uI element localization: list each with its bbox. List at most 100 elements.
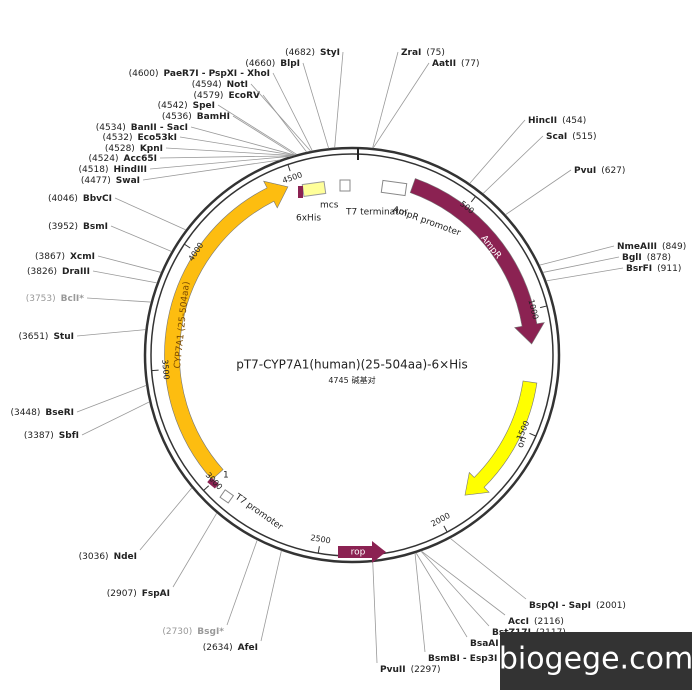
enzyme-leader xyxy=(110,225,172,252)
length-tick-label: 3500 xyxy=(160,359,171,380)
enzyme-leader xyxy=(76,329,146,337)
enzyme-label: (4046) BbvCI xyxy=(48,194,112,204)
enzyme-position: (2634) xyxy=(203,643,233,653)
backbone-outer xyxy=(143,146,561,564)
enzyme-label: BsrFI (911) xyxy=(626,264,681,274)
enzyme-position: (3753) xyxy=(26,294,56,304)
enzyme-position: (4518) xyxy=(79,165,109,175)
enzyme-name: PaeR7I - PspXI - XhoI xyxy=(164,69,270,79)
length-tick-label: 2000 xyxy=(429,511,451,529)
enzyme-leader xyxy=(179,136,295,156)
enzyme-name: Eco53kI xyxy=(137,133,177,143)
enzyme-leader xyxy=(372,561,378,664)
enzyme-position: (3448) xyxy=(10,408,40,418)
enzyme-position: (75) xyxy=(426,48,444,58)
enzyme-label: BspQI - SapI (2001) xyxy=(529,601,626,611)
enzyme-leader xyxy=(232,115,296,156)
enzyme-position: (4477) xyxy=(81,176,111,186)
ampr-arrow xyxy=(409,178,545,345)
enzyme-leader xyxy=(421,550,506,616)
enzyme-position: (3036) xyxy=(79,552,109,562)
enzyme-name: DraIII xyxy=(62,267,90,277)
plasmid-title: pT7-CYP7A1(human)(25-504aa)-6×His xyxy=(236,358,468,372)
enzyme-leader xyxy=(86,297,151,303)
ori-arrow xyxy=(464,380,538,496)
enzyme-name: ZraI xyxy=(401,48,421,58)
enzyme-leader xyxy=(81,401,150,436)
start-mark xyxy=(207,477,219,489)
enzyme-leader xyxy=(272,72,313,152)
enzyme-name: SpeI xyxy=(193,101,215,111)
t7-terminator-label: T7 terminator xyxy=(345,208,408,218)
enzyme-name: NmeAIII xyxy=(617,242,657,252)
enzyme-name: BspQI - SapI xyxy=(529,601,591,611)
length-tick-label: 4500 xyxy=(281,170,303,185)
enzyme-name: StyI xyxy=(320,48,340,58)
his-tag xyxy=(298,186,303,198)
enzyme-leader xyxy=(334,51,344,148)
enzyme-name: NdeI xyxy=(114,552,137,562)
enzyme-name: PvuII xyxy=(380,665,406,675)
enzyme-leader xyxy=(76,385,147,413)
enzyme-name: EcoRV xyxy=(228,91,260,101)
enzyme-leader xyxy=(302,62,330,149)
enzyme-label: (4600) PaeR7I - PspXI - XhoI xyxy=(129,69,270,79)
enzyme-label: (3826) DraIII xyxy=(27,267,90,277)
enzyme-name: BclI* xyxy=(61,294,85,304)
enzyme-label: (4477) SwaI xyxy=(81,176,140,186)
enzyme-leader xyxy=(482,135,544,194)
enzyme-leader xyxy=(372,51,399,149)
enzyme-leader xyxy=(539,245,615,266)
enzyme-position: (2297) xyxy=(411,665,441,675)
enzyme-leader xyxy=(139,487,193,551)
size-value: 4745 xyxy=(328,376,348,385)
enzyme-leader xyxy=(149,155,291,170)
rop-arrow xyxy=(338,541,386,563)
enzyme-label: BglI (878) xyxy=(622,253,671,263)
enzyme-label: (3036) NdeI xyxy=(79,552,137,562)
enzyme-name: NotI xyxy=(227,80,248,90)
enzyme-position: (4660) xyxy=(245,59,275,69)
length-tick xyxy=(540,305,548,309)
enzyme-label: NmeAIII (849) xyxy=(617,242,686,252)
enzyme-position: (4046) xyxy=(48,194,78,204)
enzyme-label: (4536) BamHI xyxy=(162,112,230,122)
enzyme-position: (878) xyxy=(647,253,671,263)
enzyme-label: AatII (77) xyxy=(432,59,480,69)
enzyme-label: (4579) EcoRV xyxy=(194,91,261,101)
enzyme-position: (2730) xyxy=(162,627,192,637)
enzyme-leader xyxy=(92,270,157,284)
enzyme-label: (4542) SpeI xyxy=(158,101,215,111)
enzyme-name: BamHI xyxy=(197,112,230,122)
enzyme-name: BlpI xyxy=(280,59,300,69)
enzyme-label: ZraI (75) xyxy=(401,48,445,58)
enzyme-leader xyxy=(372,62,430,149)
enzyme-leader xyxy=(260,550,282,642)
enzyme-position: (849) xyxy=(662,242,686,252)
enzyme-label: (3448) BseRI xyxy=(10,408,74,418)
enzyme-label: (4534) BanII - SacI xyxy=(96,123,188,133)
length-tick xyxy=(151,369,159,372)
start-label: 1 xyxy=(223,471,229,481)
enzyme-position: (2907) xyxy=(107,589,137,599)
enzyme-leader xyxy=(172,512,218,588)
enzyme-name: BsrFI xyxy=(626,264,652,274)
length-tick xyxy=(529,432,537,437)
enzyme-leader xyxy=(165,147,294,156)
enzyme-leader xyxy=(190,126,295,156)
length-tick xyxy=(203,485,210,491)
enzyme-leader xyxy=(546,267,624,282)
enzyme-position: (77) xyxy=(461,59,479,69)
enzyme-leader xyxy=(250,83,311,152)
enzyme-name: Acc65I xyxy=(123,154,157,164)
enzyme-label: (4660) BlpI xyxy=(245,59,300,69)
enzyme-label: (2634) AfeI xyxy=(203,643,258,653)
enzyme-position: (627) xyxy=(601,166,625,176)
enzyme-label: (4518) HindIII xyxy=(79,165,147,175)
enzyme-position: (515) xyxy=(572,132,596,142)
enzymes: ZraI (75)AatII (77) HincII (454) ScaI (515) Pvu… xyxy=(10,48,686,675)
enzyme-position: (3651) xyxy=(19,332,49,342)
enzyme-label: PvuII (2297) xyxy=(380,665,441,675)
rop-label: rop xyxy=(351,548,366,558)
enzyme-name: AfeI xyxy=(238,643,258,653)
